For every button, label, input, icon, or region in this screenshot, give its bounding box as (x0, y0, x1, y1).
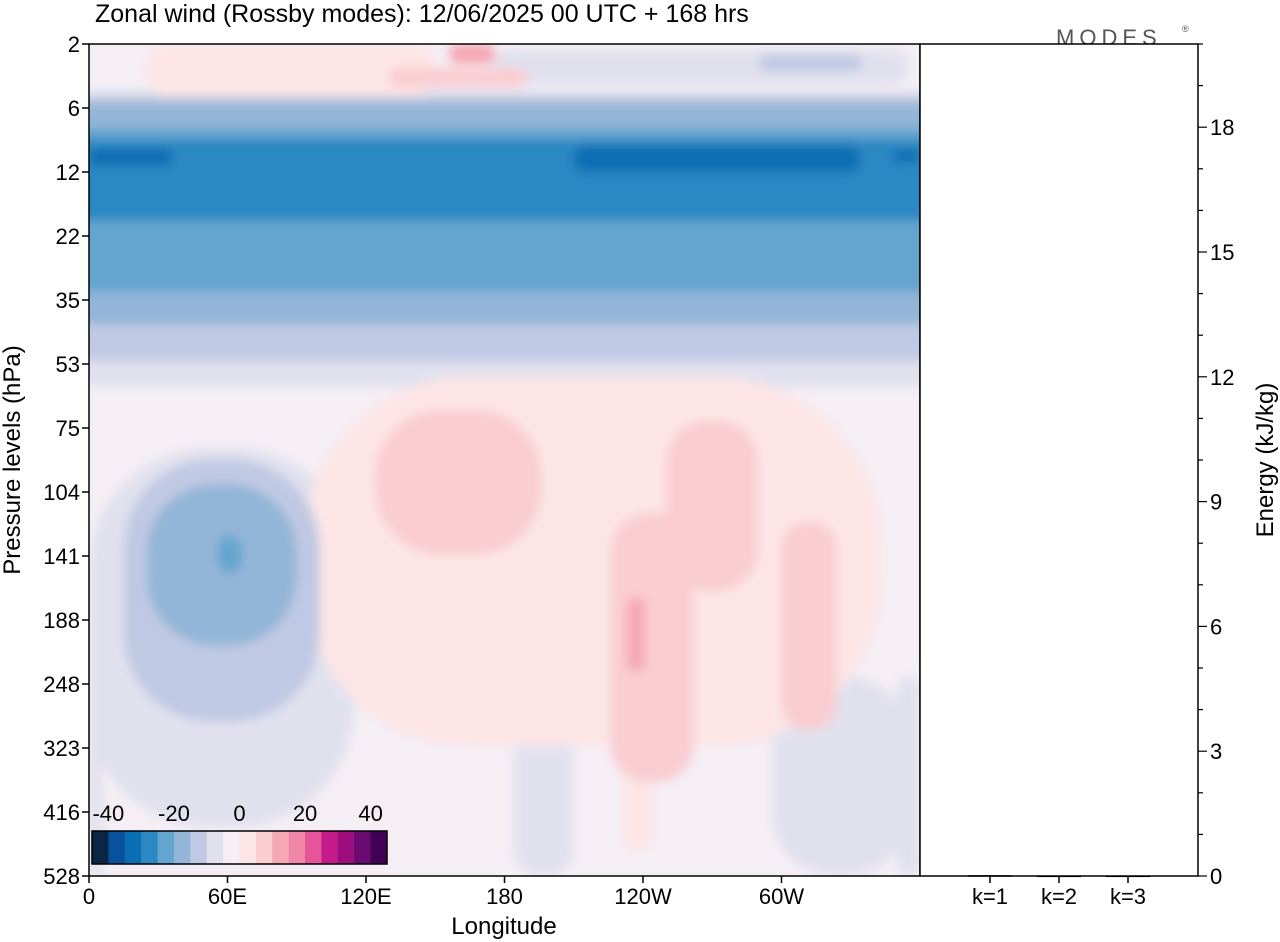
y-tick-label: 528 (43, 864, 80, 889)
colorbar-swatch (173, 831, 191, 864)
x-tick-label: 60E (208, 884, 247, 909)
colorbar-swatch (272, 831, 290, 864)
contour-region-10 (666, 420, 759, 591)
y-tick-label: 248 (43, 672, 80, 697)
contour-region-10 (781, 522, 837, 731)
colorbar-swatch (239, 831, 257, 864)
y-axis-label: Pressure levels (hPa) (0, 345, 26, 574)
colorbar-swatch (124, 831, 142, 864)
x-tick-label: 120W (614, 884, 672, 909)
colorbar-swatch (288, 831, 306, 864)
contour-region--20 (218, 535, 242, 573)
energy-tick-label: 6 (1210, 614, 1222, 639)
colorbar-tick-label: -40 (92, 801, 124, 826)
x-tick-label: 60W (759, 884, 804, 909)
y-tick-label: 35 (56, 288, 80, 313)
energy-tick-label: 0 (1210, 864, 1222, 889)
x-tick-label: 120E (340, 884, 391, 909)
x-tick-label: 180 (486, 884, 523, 909)
contour-region--5 (513, 730, 574, 876)
contour-region-15 (626, 597, 646, 672)
energy-panel: 0 3 6 9 12 15 18 k=1 k=2 k=3 (968, 43, 1234, 909)
y-tick-label: 188 (43, 608, 80, 633)
colorbar-swatch (321, 831, 339, 864)
brand-registered-mark: ® (1182, 24, 1189, 34)
energy-category-label: k=3 (1110, 884, 1146, 909)
contour-region-10 (610, 513, 694, 783)
colorbar-tick-label: -20 (158, 801, 190, 826)
colorbar-swatch (206, 831, 224, 864)
energy-tick-label: 12 (1210, 365, 1234, 390)
colorbar-swatch (255, 831, 273, 864)
x-axis-label: Longitude (451, 913, 556, 940)
energy-bar-k=2 (1037, 875, 1081, 878)
energy-bar-k=1 (968, 875, 1012, 877)
colorbar-legend: -40 -20 0 20 40 (91, 801, 388, 865)
y-tick-label: 75 (56, 416, 80, 441)
contour-region-10 (375, 409, 542, 555)
contour-field (89, 44, 920, 876)
energy-tick-label: 15 (1210, 240, 1234, 265)
colorbar-tick-label: 40 (358, 801, 382, 826)
colorbar-swatch (370, 831, 388, 864)
contour-region--30 (573, 145, 860, 172)
x-axis: 0 60E 120E 180 120W 60W (83, 876, 804, 909)
energy-category-label: k=1 (972, 884, 1008, 909)
energy-tick-label: 3 (1210, 739, 1222, 764)
energy-panel-frame (919, 43, 1199, 877)
energy-category-label: k=2 (1041, 884, 1077, 909)
colorbar-swatch (157, 831, 175, 864)
energy-bar-k=3 (1106, 875, 1150, 878)
contour-region--5 (896, 676, 920, 876)
contour-region--5 (89, 656, 103, 876)
chart-title: Zonal wind (Rossby modes): 12/06/2025 00… (95, 0, 749, 28)
y-tick-label: 2 (68, 32, 80, 57)
colorbar-swatch (337, 831, 355, 864)
contour-region--10 (758, 54, 863, 72)
contour-region-15 (449, 44, 496, 64)
colorbar-swatch (190, 831, 208, 864)
energy-tick-label: 9 (1210, 490, 1222, 515)
colorbar-swatch (223, 831, 240, 864)
contour-region--30 (892, 149, 920, 163)
y-axis: 2 6 12 22 35 53 75 104 141 188 248 323 416 528 (43, 32, 89, 889)
y-tick-label: 6 (68, 96, 80, 121)
y-tick-label: 22 (56, 224, 80, 249)
colorbar-swatch (305, 831, 322, 864)
colorbar-swatch (108, 831, 126, 864)
energy-axis-label: Energy (kJ/kg) (1252, 383, 1279, 538)
contour-region-10 (389, 67, 528, 88)
x-tick-label: 0 (83, 884, 95, 909)
colorbar-swatch (354, 831, 372, 864)
colorbar-tick-label: 20 (293, 801, 317, 826)
y-tick-label: 12 (56, 160, 80, 185)
y-tick-label: 141 (43, 544, 80, 569)
colorbar-swatch (92, 831, 109, 864)
contour-region-5 (146, 44, 436, 98)
colorbar-frame (91, 830, 388, 865)
y-tick-label: 323 (43, 736, 80, 761)
y-tick-label: 53 (56, 352, 80, 377)
contour-region--30 (89, 148, 173, 166)
colorbar-swatch (141, 831, 159, 864)
colorbar-tick-label: 0 (233, 801, 245, 826)
energy-tick-label: 18 (1210, 115, 1234, 140)
y-tick-label: 104 (43, 480, 80, 505)
y-tick-label: 416 (43, 800, 80, 825)
